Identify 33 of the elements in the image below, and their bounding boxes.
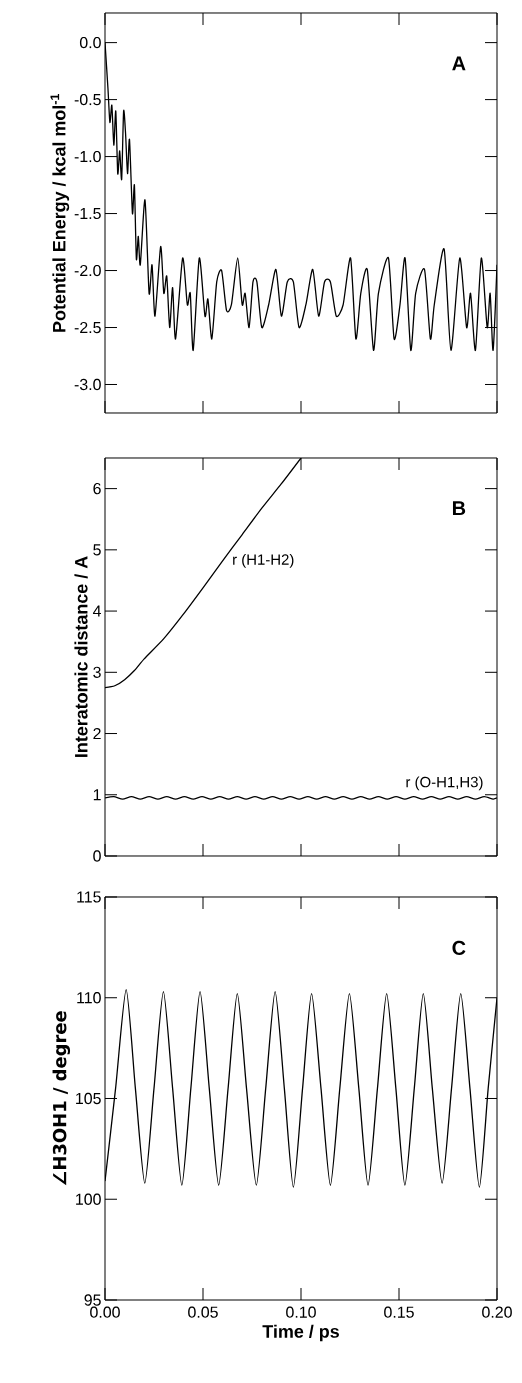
y-tick-label: -1.5 bbox=[74, 207, 101, 220]
x-tick-label: 0.20 bbox=[482, 1306, 512, 1318]
y-tick-label: -2.5 bbox=[74, 321, 101, 334]
y-tick-label: -3.0 bbox=[74, 378, 101, 391]
y-tick-label: 1 bbox=[93, 789, 101, 801]
y-tick-label: 5 bbox=[93, 544, 101, 556]
series-label: r (O-H1,H3) bbox=[406, 776, 483, 791]
y-axis-title: Interatomic distance / A bbox=[74, 556, 88, 757]
y-tick-label: 6 bbox=[93, 482, 101, 495]
y-axis-title: ∠H3OH1 / degree bbox=[52, 1011, 71, 1186]
x-tick-label: 0.05 bbox=[188, 1306, 218, 1318]
x-axis-title: Time / ps bbox=[262, 1324, 339, 1342]
series-label: r (H1-H2) bbox=[233, 553, 294, 568]
y-axis-title: Potential Energy / kcal mol$^{-1}$ bbox=[50, 93, 70, 332]
y-tick-label: 0 bbox=[93, 850, 101, 862]
y-tick-label: 2 bbox=[93, 727, 101, 740]
y-tick-label: 100 bbox=[76, 1193, 101, 1205]
y-tick-label: 115 bbox=[77, 891, 101, 903]
y-tick-label: -0.5 bbox=[74, 93, 101, 106]
x-tick-label: 0.15 bbox=[384, 1306, 414, 1318]
y-tick-label: 110 bbox=[77, 992, 101, 1004]
y-tick-label: -2.0 bbox=[74, 264, 101, 277]
y-tick-label: 3 bbox=[93, 666, 101, 678]
annotation: B bbox=[452, 501, 466, 516]
annotation: C bbox=[452, 940, 466, 955]
y-tick-label: 95 bbox=[84, 1294, 101, 1306]
y-tick-label: 105 bbox=[76, 1092, 101, 1105]
y-tick-label: -1.0 bbox=[74, 150, 101, 163]
annotation: A bbox=[452, 56, 466, 71]
y-tick-label: 4 bbox=[92, 605, 102, 617]
x-tick-label: 0.00 bbox=[90, 1306, 120, 1318]
y-tick-label: 0.0 bbox=[79, 36, 101, 49]
x-tick-label: 0.10 bbox=[286, 1306, 316, 1318]
